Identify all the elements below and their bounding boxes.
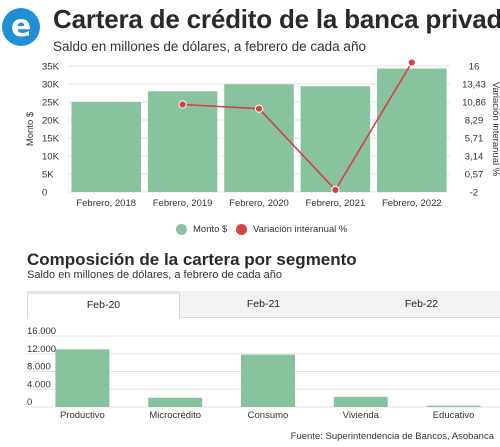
y2-tick-label: 0,57 — [465, 170, 484, 181]
x-tick-label: Educativo — [433, 410, 475, 421]
credit-portfolio-chart: 0 -2 5K 0,57 10K 3,14 15K 5,71 20K 8,29 25K 10,86 30… — [25, 58, 500, 209]
bar-monto — [377, 68, 447, 192]
line-variacion — [182, 62, 413, 192]
y-tick-label: 25K — [42, 98, 60, 109]
tab-feb-22[interactable]: Feb-22 — [404, 298, 439, 310]
x-tick-label: Febrero, 2019 — [153, 198, 213, 209]
year-tabs: Feb-20 Feb-21 Feb-22 — [27, 291, 500, 319]
point-variacion — [178, 100, 187, 109]
y-axis-label: Monto $ — [25, 111, 36, 146]
x-tick-label: Vivienda — [343, 410, 380, 421]
y-tick-label: 8.000 — [27, 362, 51, 373]
y-tick-label: 30K — [42, 80, 60, 91]
x-tick-label: Febrero, 2021 — [306, 198, 366, 209]
tab-feb-20[interactable]: Feb-20 — [27, 291, 180, 319]
segment-chart-title: Composición de la cartera por segmento — [27, 250, 357, 269]
point-variacion — [254, 104, 264, 113]
y2-tick-label: 8,29 — [465, 116, 484, 127]
chart-legend: Monto $ Variación interanual % — [0, 224, 500, 238]
el-universo-logo: e — [2, 8, 40, 46]
legend-bar-swatch — [176, 224, 187, 235]
legend-item-monto[interactable]: Monto $ — [176, 224, 227, 235]
bar-monto — [224, 84, 294, 192]
bar-monto — [71, 102, 141, 192]
y-tick-label: 10K — [42, 152, 60, 163]
page-subtitle: Saldo en millones de dólares, a febrero … — [53, 39, 366, 54]
x-tick-label: Febrero, 2022 — [382, 198, 442, 209]
y2-tick-label: -2 — [470, 188, 478, 199]
y2-tick-label: 3,14 — [465, 152, 484, 163]
bar-segmento — [426, 405, 481, 407]
y2-tick-label: 16 — [469, 62, 480, 73]
source-note: Fuente: Superintendencia de Bancos, Asob… — [290, 431, 494, 442]
logo-letter: e — [10, 9, 32, 44]
y2-tick-label: 10,86 — [462, 98, 486, 109]
page-title: Cartera de crédito de la banca privada — [53, 4, 500, 34]
y-tick-label: 20K — [42, 116, 60, 127]
y-tick-label: 4.000 — [27, 379, 51, 390]
bar-segmento — [148, 397, 203, 407]
y-tick-label: 16.000 — [27, 326, 56, 337]
bar-segmento — [55, 349, 110, 407]
y-tick-label: 35K — [42, 62, 60, 73]
bar-segmento — [241, 354, 295, 407]
y-tick-label: 5K — [42, 170, 54, 181]
bar-monto — [300, 86, 371, 192]
x-tick-label: Microcrédito — [149, 410, 201, 421]
y2-tick-label: 5,71 — [465, 134, 484, 145]
point-variacion — [331, 185, 340, 194]
point-variacion — [407, 58, 416, 67]
bar-segmento — [333, 396, 388, 407]
y-tick-label: 0 — [42, 188, 47, 199]
x-tick-label: Consumo — [248, 410, 289, 421]
legend-label-variacion: Variación interanual % — [253, 224, 348, 235]
y-tick-label: 0 — [27, 397, 32, 408]
y2-axis-label: Variación interanual % — [490, 82, 500, 177]
y2-tick-label: 13,43 — [462, 80, 486, 91]
x-tick-label: Febrero, 2018 — [76, 198, 136, 209]
y-tick-label: 15K — [42, 134, 60, 145]
y-tick-label: 12.000 — [27, 344, 56, 355]
legend-label-monto: Monto $ — [193, 224, 228, 235]
segment-chart-subtitle: Saldo en millones de dólares, a febrero … — [27, 269, 283, 281]
x-tick-label: Febrero, 2020 — [229, 198, 289, 209]
legend-item-variacion[interactable]: Variación interanual % — [236, 224, 347, 235]
legend-line-swatch — [236, 224, 247, 235]
tab-feb-21[interactable]: Feb-21 — [246, 298, 281, 310]
x-tick-label: Productivo — [60, 410, 105, 421]
segment-chart: 0 4.000 8.000 12.000 16.000 Productivo Microcr… — [27, 326, 500, 421]
